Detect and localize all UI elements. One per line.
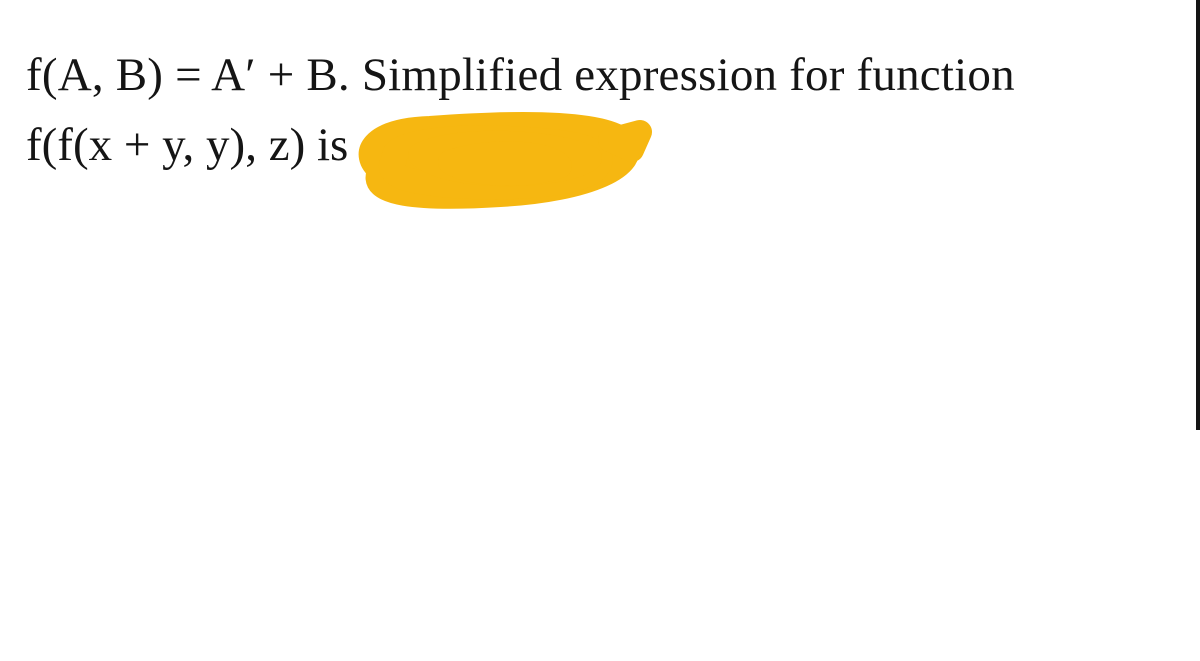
text-line-1: f(A, B) = A′ + B. Simplified expression … xyxy=(26,49,1015,101)
question-line-1: f(A, B) = A′ + B. Simplified expression … xyxy=(26,48,1015,102)
question-line-2: f(f(x + y, y), z) is xyxy=(26,118,348,172)
text-line-2: f(f(x + y, y), z) is xyxy=(26,119,348,171)
highlighter-scribble xyxy=(340,100,660,240)
right-border-line xyxy=(1196,0,1200,430)
page: f(A, B) = A′ + B. Simplified expression … xyxy=(0,0,1200,661)
